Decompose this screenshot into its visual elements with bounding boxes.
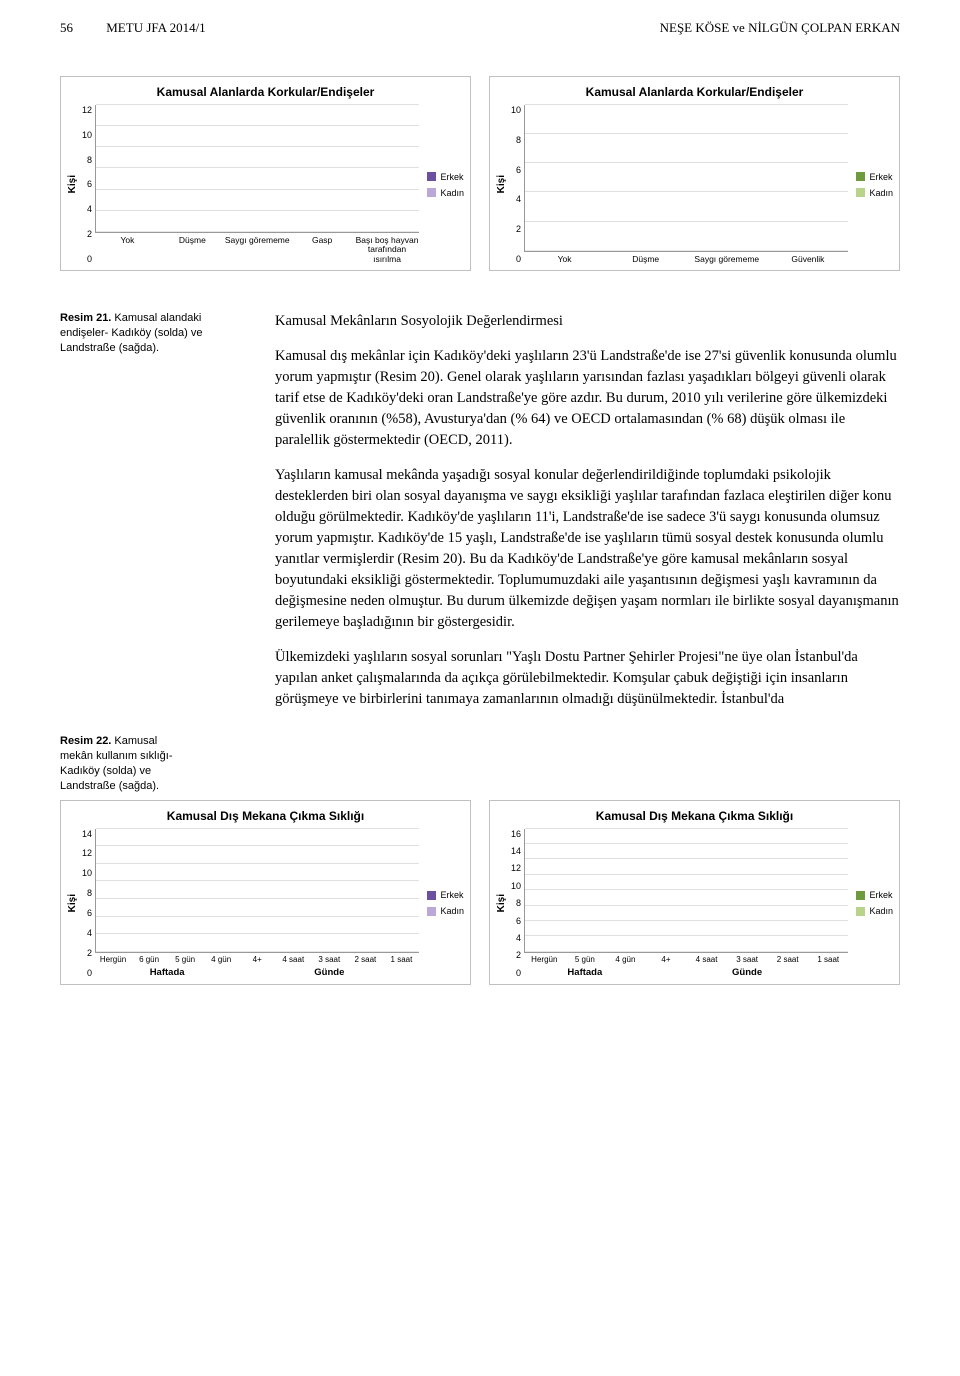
legend-swatch — [856, 891, 865, 900]
legend-label: Erkek — [440, 172, 463, 182]
chart-title: Kamusal Alanlarda Korkular/Endişeler — [496, 85, 893, 99]
plot-area — [95, 829, 419, 953]
legend-item: Erkek — [856, 172, 893, 182]
body-paragraph-1: Kamusal dış mekânlar için Kadıköy'deki y… — [275, 346, 900, 451]
legend-item: Kadın — [427, 906, 464, 916]
x-axis-group-labels: HaftadaGünde — [524, 967, 848, 978]
body-paragraph-3: Ülkemizdeki yaşlıların sosyal sorunları … — [275, 647, 900, 710]
x-axis-labels: Hergün6 gün5 gün4 gün4+4 saat3 saat2 saa… — [95, 953, 419, 965]
legend-item: Kadın — [427, 188, 464, 198]
legend-swatch — [427, 172, 436, 181]
plot-area — [524, 105, 848, 252]
section-heading: Kamusal Mekânların Sosyolojik Değerlendi… — [275, 311, 900, 332]
chart-legend: Erkek Kadın — [419, 829, 464, 978]
body-paragraph-2: Yaşlıların kamusal mekânda yaşadığı sosy… — [275, 465, 900, 633]
chart-4-landstrasse-frequency: Kamusal Dış Mekana Çıkma Sıklığı Kişi 1614… — [489, 800, 900, 985]
y-axis-label: Kişi — [67, 894, 78, 912]
legend-swatch — [856, 907, 865, 916]
chart-3-kadikoy-frequency: Kamusal Dış Mekana Çıkma Sıklığı Kişi 1412… — [60, 800, 471, 985]
chart-1-kadikoy-fears: Kamusal Alanlarda Korkular/Endişeler Kişi… — [60, 76, 471, 271]
legend-label: Erkek — [869, 890, 892, 900]
x-axis-group-labels: HaftadaGünde — [95, 967, 419, 978]
chart-legend: Erkek Kadın — [848, 105, 893, 264]
top-chart-row: Kamusal Alanlarda Korkular/Endişeler Kişi… — [0, 46, 960, 286]
legend-label: Kadın — [869, 906, 893, 916]
caption-label: Resim 21. — [60, 312, 111, 324]
author-names: NEŞE KÖSE ve NİLGÜN ÇOLPAN ERKAN — [660, 20, 900, 36]
plot-area — [95, 105, 419, 233]
legend-swatch — [427, 907, 436, 916]
legend-label: Erkek — [440, 890, 463, 900]
legend-swatch — [856, 172, 865, 181]
journal-name: METU JFA 2014/1 — [106, 20, 205, 36]
y-axis-label: Kişi — [496, 894, 507, 912]
x-axis-labels: Hergün5 gün4 gün4+4 saat3 saat2 saat1 sa… — [524, 953, 848, 965]
left-caption-column: Resim 21. Kamusal alandaki endişeler- Ka… — [60, 311, 250, 724]
chart-legend: Erkek Kadın — [419, 105, 464, 264]
legend-item: Erkek — [427, 890, 464, 900]
page-header: 56 METU JFA 2014/1 NEŞE KÖSE ve NİLGÜN Ç… — [0, 0, 960, 46]
legend-item: Kadın — [856, 906, 893, 916]
legend-swatch — [856, 188, 865, 197]
body-columns: Resim 21. Kamusal alandaki endişeler- Ka… — [0, 286, 960, 734]
y-axis-ticks: 1614121086420 — [511, 829, 524, 978]
y-axis-label: Kişi — [67, 175, 78, 193]
figure-caption-22: Resim 22. Kamusal mekân kullanım sıklığı… — [0, 734, 250, 799]
chart-title: Kamusal Dış Mekana Çıkma Sıklığı — [496, 809, 893, 823]
legend-label: Erkek — [869, 172, 892, 182]
x-axis-labels: YokDüşmeSaygı görememeGüvenlik — [524, 252, 848, 264]
y-axis-ticks: 14121086420 — [82, 829, 95, 978]
plot-area — [524, 829, 848, 953]
chart-legend: Erkek Kadın — [848, 829, 893, 978]
y-axis-ticks: 121086420 — [82, 105, 95, 264]
legend-item: Erkek — [427, 172, 464, 182]
legend-item: Kadın — [856, 188, 893, 198]
body-text-column: Kamusal Mekânların Sosyolojik Değerlendi… — [275, 311, 900, 724]
header-left: 56 METU JFA 2014/1 — [60, 20, 206, 36]
legend-item: Erkek — [856, 890, 893, 900]
chart-title: Kamusal Dış Mekana Çıkma Sıklığı — [67, 809, 464, 823]
y-axis-label: Kişi — [496, 175, 507, 193]
x-axis-labels: YokDüşmeSaygı görememeGaspBaşı boş hayva… — [95, 233, 419, 264]
y-axis-ticks: 1086420 — [511, 105, 524, 264]
legend-label: Kadın — [440, 188, 464, 198]
legend-label: Kadın — [440, 906, 464, 916]
legend-label: Kadın — [869, 188, 893, 198]
chart-title: Kamusal Alanlarda Korkular/Endişeler — [67, 85, 464, 99]
legend-swatch — [427, 891, 436, 900]
page-number: 56 — [60, 20, 73, 36]
figure-caption-21: Resim 21. Kamusal alandaki endişeler- Ka… — [60, 311, 250, 356]
legend-swatch — [427, 188, 436, 197]
chart-2-landstrasse-fears: Kamusal Alanlarda Korkular/Endişeler Kişi… — [489, 76, 900, 271]
bottom-chart-row: Kamusal Dış Mekana Çıkma Sıklığı Kişi 1412… — [0, 800, 960, 1005]
caption-label: Resim 22. — [60, 735, 111, 747]
